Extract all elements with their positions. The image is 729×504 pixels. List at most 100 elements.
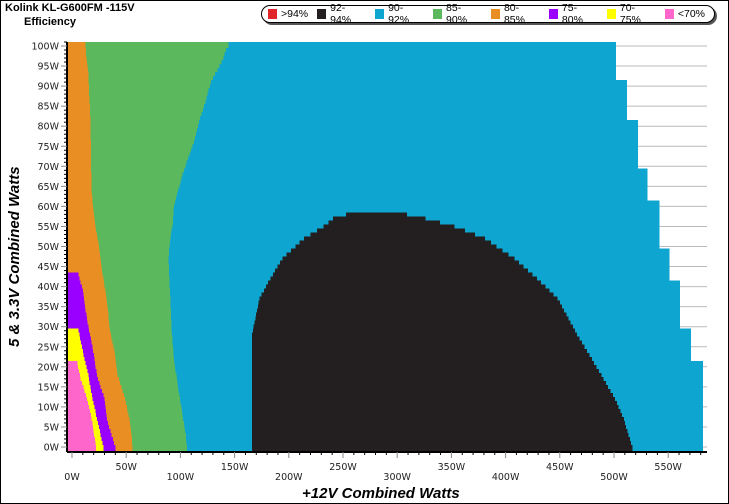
y-tick-label: 60W	[38, 202, 60, 213]
legend-swatch	[491, 9, 500, 19]
heatmap-cell	[194, 136, 638, 141]
heatmap-cell	[251, 444, 633, 452]
heatmap-cell	[251, 384, 609, 389]
heatmap-cell	[67, 232, 97, 237]
heatmap-cell	[67, 300, 85, 305]
y-tick-label: 30W	[38, 322, 60, 333]
heatmap-cell	[67, 116, 91, 121]
heatmap-cell	[67, 124, 91, 129]
heatmap-cell	[67, 132, 91, 137]
y-tick-label: 25W	[38, 342, 60, 353]
heatmap-cell	[67, 100, 206, 105]
heatmap-cell	[257, 304, 562, 309]
heatmap-cell	[67, 184, 180, 189]
heatmap-cell	[200, 116, 628, 121]
heatmap-cell	[251, 388, 611, 393]
heatmap-cell	[67, 148, 91, 153]
heatmap-cell	[67, 444, 96, 452]
heatmap-cell	[67, 324, 172, 329]
legend-swatch	[606, 9, 616, 19]
heatmap-cell	[67, 152, 190, 157]
heatmap-cell	[67, 64, 88, 69]
heatmap-cell	[67, 296, 171, 301]
chart-title: Kolink KL-G600FM -115V	[5, 2, 135, 14]
heatmap-cell	[219, 64, 617, 69]
heatmap-cell	[67, 100, 90, 105]
heatmap-cell	[67, 56, 224, 61]
heatmap-cell	[251, 416, 624, 421]
heatmap-cell	[67, 364, 79, 369]
heatmap-cell	[67, 340, 173, 345]
heatmap-cell	[67, 408, 90, 413]
heatmap-cell	[67, 48, 226, 53]
heatmap-cell	[225, 48, 617, 53]
x-tick-label: 450W	[546, 462, 574, 473]
heatmap-cell	[215, 72, 617, 77]
heatmap-cell	[67, 320, 110, 325]
heatmap-cell	[67, 424, 94, 429]
heatmap-cell	[67, 328, 79, 333]
heatmap-cell	[67, 92, 208, 97]
heatmap-cell	[67, 368, 80, 373]
heatmap-cell	[253, 324, 573, 329]
heatmap-cell	[67, 52, 225, 57]
heatmap-cell	[67, 360, 78, 365]
y-tick-label: 45W	[38, 262, 60, 273]
heatmap-cell	[67, 144, 91, 149]
heatmap-cell	[67, 128, 197, 133]
heatmap-cell	[277, 264, 524, 269]
heatmap-cell	[189, 152, 638, 157]
heatmap-cell	[261, 292, 554, 297]
heatmap-cell	[67, 148, 191, 153]
heatmap-cell	[177, 192, 648, 197]
heatmap-cell	[67, 120, 199, 125]
heatmap-cell	[67, 84, 89, 89]
heatmap-cell	[206, 96, 628, 101]
heatmap-cell	[251, 424, 627, 429]
heatmap-cell	[67, 264, 102, 269]
heatmap-cell	[67, 104, 205, 109]
legend-label: >94%	[281, 8, 309, 20]
heatmap-cell	[67, 184, 92, 189]
heatmap-cell	[67, 268, 102, 273]
heatmap-cell	[67, 372, 80, 377]
heatmap-cell	[67, 280, 170, 285]
heatmap-cell	[67, 360, 175, 365]
heatmap-cell	[209, 84, 628, 89]
heatmap-cell	[67, 68, 88, 73]
heatmap-cell	[67, 312, 172, 317]
heatmap-cell	[182, 172, 648, 177]
heatmap-cell	[251, 408, 621, 413]
y-tick-label: 65W	[38, 182, 60, 193]
heatmap-cell	[67, 432, 95, 437]
x-tick-label: 200W	[275, 472, 303, 483]
heatmap-cell	[67, 304, 171, 309]
heatmap-cell	[67, 240, 99, 245]
heatmap-cell	[67, 284, 105, 289]
heatmap-cell	[251, 428, 628, 433]
heatmap-cell	[211, 80, 628, 85]
heatmap-cell	[67, 324, 110, 329]
heatmap-cell	[303, 236, 486, 241]
heatmap-cell	[224, 52, 617, 57]
heatmap-cell	[223, 56, 617, 61]
heatmap-cell	[279, 260, 519, 265]
heatmap-cell	[67, 384, 179, 389]
legend-label: 92-94%	[330, 2, 352, 26]
heatmap-cell	[67, 196, 93, 201]
heatmap-cell	[67, 292, 84, 297]
heatmap-cell	[268, 280, 542, 285]
heatmap-cell	[252, 328, 575, 333]
heatmap-cell	[67, 76, 89, 81]
x-tick-label: 150W	[221, 462, 249, 473]
heatmap-cell	[67, 356, 174, 361]
heatmap-cell	[67, 292, 107, 297]
heatmap-cell	[251, 332, 578, 337]
heatmap-cell	[251, 352, 590, 357]
heatmap-cell	[259, 296, 558, 301]
heatmap-cell	[207, 92, 628, 97]
heatmap-cell	[67, 48, 86, 53]
heatmap-cell	[67, 376, 177, 381]
heatmap-cell	[67, 128, 91, 133]
